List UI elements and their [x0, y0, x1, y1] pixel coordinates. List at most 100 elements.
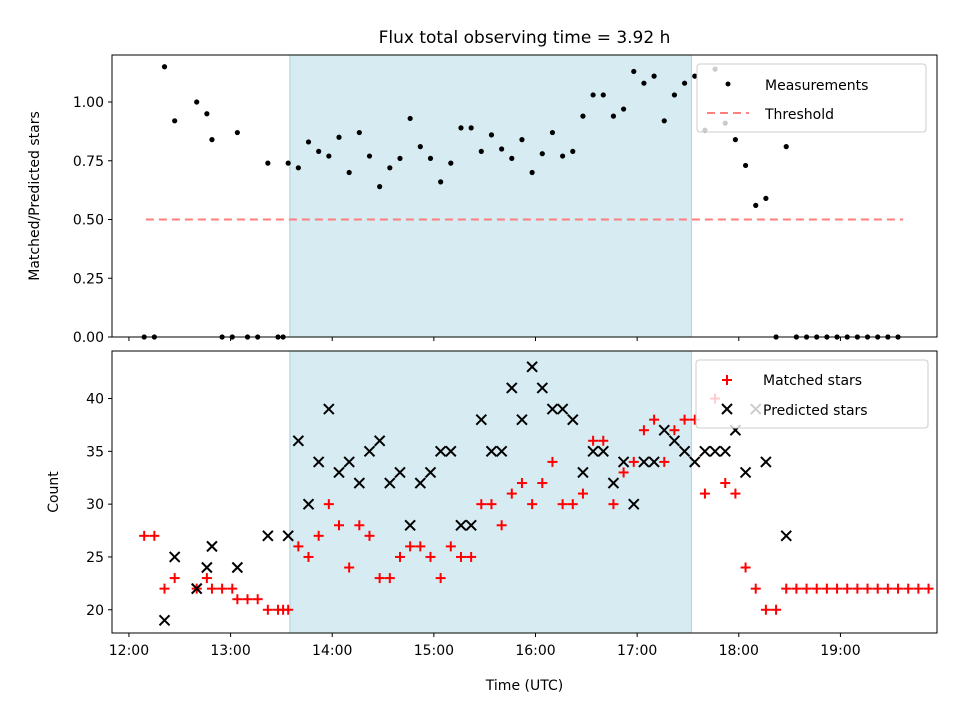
- predicted-stars-point: [384, 477, 396, 489]
- predicted-stars-point: [158, 614, 171, 627]
- matched-stars-point: [669, 425, 680, 436]
- matched-stars-point: [598, 435, 609, 446]
- predicted-stars-point: [567, 413, 579, 426]
- matched-stars-point: [842, 583, 853, 594]
- matched-stars-point: [169, 573, 180, 584]
- measurement-point: [458, 125, 464, 131]
- matched-stars-point: [206, 583, 217, 594]
- matched-stars-legend-marker: [722, 375, 732, 385]
- predicted-stars-point: [231, 561, 244, 574]
- measurement-point: [519, 137, 525, 143]
- matched-stars-point: [557, 499, 568, 510]
- bottom-y-axis-label: Count: [46, 471, 62, 513]
- predicted-stars-point: [475, 413, 488, 426]
- x-axis-label: Time (UTC): [485, 678, 563, 694]
- predicted-stars-points: [158, 361, 792, 627]
- predicted-stars-point: [302, 498, 315, 510]
- predicted-stars-point: [607, 477, 620, 489]
- matched-stars-point: [588, 435, 599, 446]
- predicted-stars-point: [445, 445, 457, 458]
- predicted-stars-point: [536, 382, 548, 394]
- matched-stars-point: [516, 478, 527, 489]
- matched-stars-points: [139, 393, 934, 615]
- matched-stars-point: [476, 499, 487, 510]
- matched-stars-point: [811, 583, 822, 594]
- matched-stars-point: [262, 604, 273, 615]
- measurements-legend-marker: [725, 81, 731, 87]
- bottom-axes-frame: [111, 350, 938, 634]
- predicted-stars-point: [404, 519, 416, 531]
- matched-stars-point: [750, 583, 761, 594]
- bottom-y-tick-label: 20: [86, 603, 104, 619]
- measurement-point: [285, 160, 291, 166]
- matched-stars-point: [435, 573, 446, 584]
- measurement-point: [478, 148, 484, 154]
- measurement-point: [194, 99, 200, 105]
- bottom-x-tick-label: 12:00: [109, 643, 149, 659]
- bottom-y-tick-label: 35: [86, 444, 104, 460]
- matched-stars-point: [852, 583, 863, 594]
- measurement-point: [346, 169, 352, 176]
- matched-stars-point: [344, 562, 355, 573]
- bottom-y-tick-label: 25: [86, 550, 104, 566]
- predicted-stars-point: [282, 530, 294, 542]
- measurement-point: [295, 165, 301, 171]
- measurement-point: [631, 68, 637, 75]
- predicted-stars-point: [689, 456, 701, 468]
- matched-stars-point: [232, 594, 243, 605]
- measurement-point: [742, 162, 749, 169]
- matched-stars-point: [791, 583, 802, 594]
- predicted-stars-point: [292, 435, 305, 447]
- bottom-x-tick-label: 13:00: [210, 643, 250, 659]
- matched-stars-point: [455, 551, 466, 562]
- predicted-stars-point: [628, 498, 640, 510]
- matched-stars-point: [374, 573, 385, 584]
- bottom-highlight-span: [289, 350, 692, 634]
- matched-stars-point: [679, 414, 690, 425]
- matched-stars-point: [720, 478, 731, 489]
- predicted-stars-point: [678, 445, 691, 458]
- predicted-stars-point: [597, 445, 609, 458]
- matched-stars-legend-label: Matched stars: [763, 373, 862, 389]
- measurement-point: [407, 115, 413, 122]
- measurement-point: [621, 106, 627, 112]
- predicted-stars-point: [546, 403, 559, 415]
- predicted-stars-legend-label: Predicted stars: [763, 403, 868, 419]
- measurement-point: [366, 153, 373, 159]
- bottom-y-ticks: 20 25 30 35 40: [86, 392, 112, 619]
- measurement-point: [549, 129, 556, 136]
- predicted-stars-point: [526, 361, 538, 373]
- matched-stars-point: [821, 583, 832, 594]
- measurement-point: [610, 113, 617, 119]
- matched-stars-point: [649, 414, 660, 425]
- matched-stars-point: [872, 583, 883, 594]
- matched-stars-point: [217, 583, 228, 594]
- bottom-x-ticks: 12:00 13:00 14:00 15:00 16:00 17:00 18:00 19:00: [109, 633, 861, 659]
- matched-stars-point: [781, 583, 792, 594]
- predicted-stars-point: [739, 466, 752, 479]
- matched-stars-point: [801, 583, 812, 594]
- matched-stars-point: [618, 467, 629, 478]
- matched-stars-point: [201, 573, 212, 584]
- measurement-point: [661, 118, 667, 124]
- predicted-stars-point: [343, 456, 355, 468]
- matched-stars-point: [638, 425, 649, 436]
- predicted-stars-point: [455, 519, 467, 531]
- predicted-stars-point: [648, 456, 660, 468]
- bottom-y-tick-label: 30: [86, 497, 104, 513]
- predicted-stars-point: [323, 403, 335, 415]
- measurement-point: [387, 165, 393, 171]
- top-y-tick-label: 0.50: [73, 213, 104, 229]
- predicted-stars-point: [206, 540, 218, 553]
- measurement-point: [732, 137, 739, 143]
- predicted-stars-legend-marker: [721, 403, 733, 415]
- predicted-stars-point: [434, 445, 447, 458]
- matched-stars-point: [394, 551, 405, 562]
- measurement-point: [427, 155, 434, 161]
- matched-stars-point: [537, 478, 548, 489]
- top-axes-frame: [111, 54, 938, 338]
- measurement-point: [265, 160, 271, 166]
- predicted-stars-point: [373, 435, 386, 447]
- matched-stars-point: [227, 583, 238, 594]
